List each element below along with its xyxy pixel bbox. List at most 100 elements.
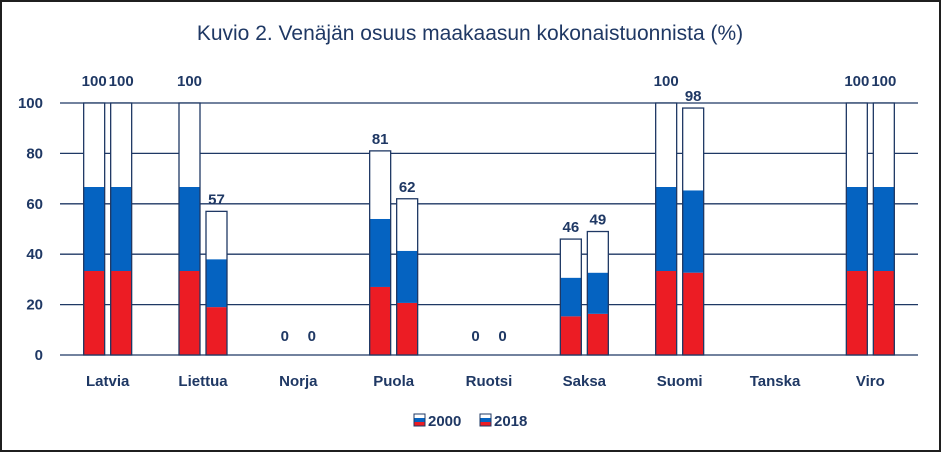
bar-outline [178,102,201,356]
bar-liettua-2000 [178,102,201,356]
data-label-viro-2000: 100 [844,73,869,90]
data-label-saksa-2000: 46 [562,219,579,236]
data-label-saksa-2018: 49 [589,212,606,229]
bar-latvia-2018 [110,102,133,356]
legend-label-2018: 2018 [494,413,527,430]
data-label-norja-2000: 0 [281,328,289,345]
y-tick-label: 20 [26,297,43,314]
bar-segment-white [873,103,895,187]
bar-outline [655,102,678,356]
bar-segment-red [560,316,582,355]
bar-segment-blue [873,187,895,271]
bar-segment-blue [396,250,418,303]
y-tick-label: 80 [26,145,43,162]
y-tick-label: 100 [18,95,43,112]
bar-segment-blue [587,272,609,314]
data-label-viro-2018: 100 [871,73,896,90]
bar-viro-2018 [872,102,895,356]
y-tick-label: 40 [26,246,43,263]
bar-outline [396,198,419,356]
x-tick-label-suomi: Suomi [657,373,703,390]
x-tick-label-tanska: Tanska [750,373,801,390]
bar-segment-white [83,103,105,187]
bar-outline [205,210,228,356]
x-tick-label-saksa: Saksa [563,373,607,390]
data-label-latvia-2018: 100 [109,73,134,90]
bar-outline [845,102,868,356]
y-tick-label: 0 [35,347,43,364]
bar-segment-white [110,103,132,187]
bar-outline [559,238,582,356]
bar-segment-white [560,239,582,278]
gridlines [60,102,918,356]
bar-puola-2000 [369,150,392,356]
bar-segment-blue [206,259,227,308]
x-tick-label-norja: Norja [279,373,318,390]
bar-segment-white [655,103,677,187]
legend-swatch-blue [414,418,425,422]
bar-outline [586,230,609,356]
bar-segment-white [682,108,704,191]
bar-saksa-2018 [586,230,609,356]
bar-segment-red [83,271,105,355]
bar-segment-red [587,313,609,355]
legend-swatch-red [480,422,491,426]
bar-segment-red [682,272,704,355]
data-label-ruotsi-2000: 0 [471,328,479,345]
bar-segment-blue [369,218,391,287]
bar-viro-2000 [845,102,868,356]
data-label-suomi-2018: 98 [685,88,702,105]
bar-outline [872,102,895,356]
legend-entry-2018: 2018 [479,413,527,430]
x-tick-label-liettua: Liettua [178,373,228,390]
bar-segment-white [369,150,391,219]
x-tick-label-puola: Puola [373,373,414,390]
legend-swatch-blue [480,418,491,422]
bar-outline [682,107,705,356]
bar-liettua-2018 [205,210,228,356]
bar-segment-red [179,271,200,355]
bar-segment-red [369,286,391,355]
bar-segment-blue [682,190,704,273]
data-label-puola-2000: 81 [372,131,389,148]
bar-segment-white [396,198,418,251]
legend-swatch-white [480,414,491,418]
x-tick-label-latvia: Latvia [86,373,130,390]
bar-outline [110,102,133,356]
legend-swatch-white [414,414,425,418]
bar-segment-red [846,271,868,355]
data-label-ruotsi-2018: 0 [498,328,506,345]
y-axis-ticks: 0 20 40 60 80 100 [18,95,43,364]
data-label-latvia-2000: 100 [82,73,107,90]
data-label-norja-2018: 0 [308,328,316,345]
bar-segment-white [179,103,200,187]
bar-latvia-2000 [83,102,106,356]
legend-swatch-outline [479,413,492,427]
x-tick-label-ruotsi: Ruotsi [466,373,513,390]
bar-segment-white [846,103,868,187]
bar-segment-red [655,271,677,355]
bar-saksa-2000 [559,238,582,356]
bar-segment-blue [110,187,132,271]
bar-puola-2018 [396,198,419,356]
legend: 2000 2018 [413,413,527,430]
bar-segment-red [873,271,895,355]
bar-suomi-2000 [655,102,678,356]
bar-segment-blue [179,187,200,271]
bar-segment-blue [846,187,868,271]
bar-segment-white [206,211,227,260]
x-tick-label-viro: Viro [856,373,885,390]
category-labels: Latvia Liettua Norja Puola Ruotsi Saksa Suomi T… [86,373,885,390]
bar-segment-red [206,307,227,355]
bar-suomi-2018 [682,107,705,356]
bar-outline [369,150,392,356]
bar-segment-white [587,231,609,273]
data-label-liettua-2018: 57 [208,191,225,208]
data-label-puola-2018: 62 [399,179,416,196]
y-tick-label: 60 [26,196,43,213]
legend-swatch-outline [413,413,426,427]
legend-label-2000: 2000 [428,413,461,430]
bar-segment-blue [560,277,582,317]
